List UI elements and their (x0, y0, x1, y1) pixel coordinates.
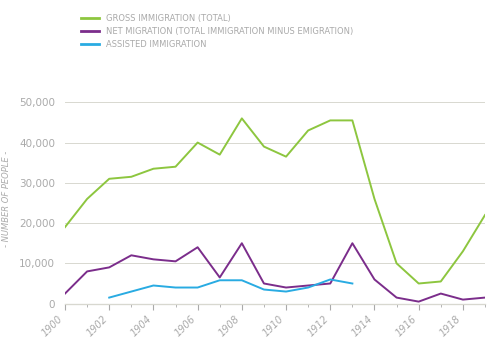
Y-axis label: - NUMBER OF PEOPLE -: - NUMBER OF PEOPLE - (2, 151, 11, 247)
Legend: GROSS IMMIGRATION (TOTAL), NET MIGRATION (TOTAL IMMIGRATION MINUS EMIGRATION), A: GROSS IMMIGRATION (TOTAL), NET MIGRATION… (78, 10, 356, 52)
